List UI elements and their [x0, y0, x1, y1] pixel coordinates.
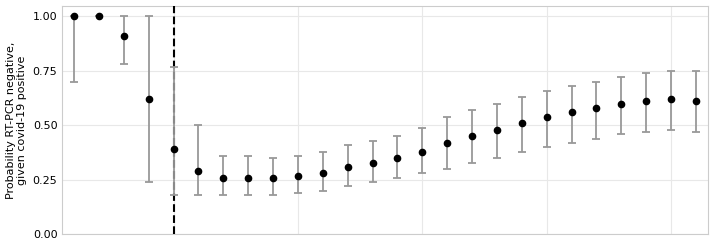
- Y-axis label: Probability RT-PCR negative,
given covid-19 positive: Probability RT-PCR negative, given covid…: [6, 41, 27, 199]
